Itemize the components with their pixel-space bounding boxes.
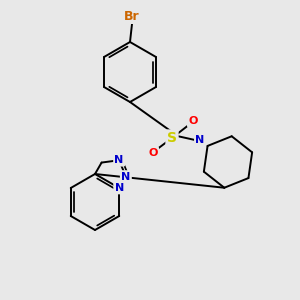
Text: N: N: [121, 172, 130, 182]
Text: N: N: [115, 155, 124, 165]
Text: N: N: [115, 183, 124, 193]
Text: S: S: [167, 131, 177, 145]
Text: Br: Br: [124, 10, 140, 22]
Text: O: O: [148, 148, 158, 158]
Text: N: N: [195, 135, 205, 145]
Text: O: O: [188, 116, 198, 126]
